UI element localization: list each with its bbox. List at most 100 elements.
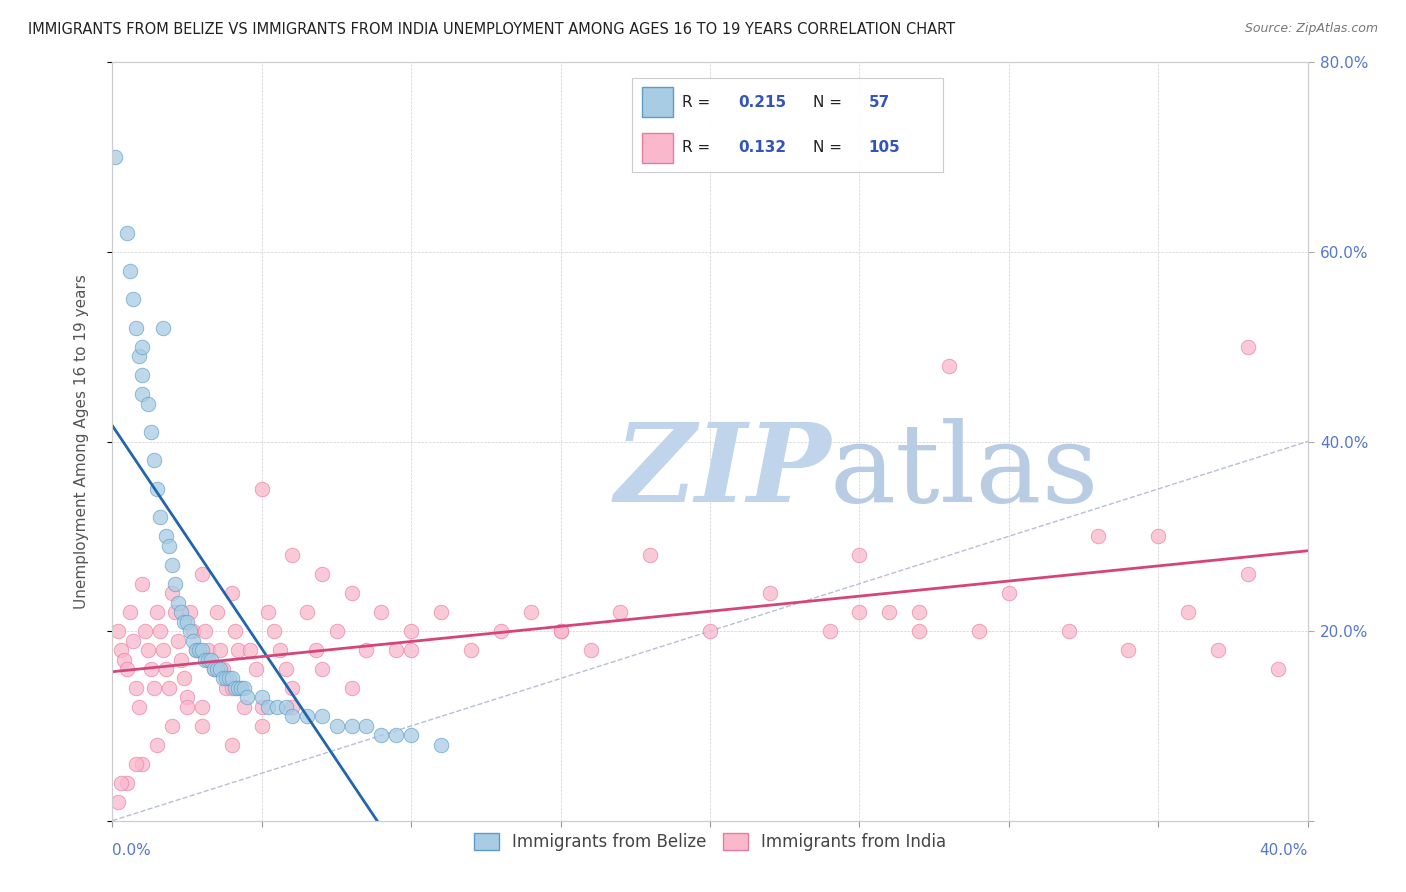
Point xyxy=(215,672,238,686)
Point xyxy=(370,728,392,742)
Point xyxy=(186,643,208,657)
Point xyxy=(167,633,190,648)
Point xyxy=(226,681,249,695)
Point xyxy=(125,320,148,334)
Point xyxy=(998,586,1021,600)
Point xyxy=(141,662,163,676)
Point xyxy=(149,510,172,524)
Point xyxy=(162,719,183,733)
Point xyxy=(125,756,148,771)
Point xyxy=(281,699,304,714)
Point xyxy=(146,738,169,752)
Point xyxy=(1237,567,1260,582)
Point xyxy=(117,226,139,240)
Point xyxy=(233,681,256,695)
Point xyxy=(117,662,139,676)
Point xyxy=(221,738,243,752)
Point xyxy=(401,624,423,639)
Point xyxy=(250,690,273,705)
Point xyxy=(218,672,240,686)
Point xyxy=(609,605,631,619)
Point xyxy=(340,681,363,695)
Point xyxy=(191,699,214,714)
Point xyxy=(117,776,139,790)
Point xyxy=(520,605,543,619)
Point xyxy=(266,699,288,714)
Point xyxy=(281,681,304,695)
Point xyxy=(274,699,297,714)
Point xyxy=(229,681,252,695)
Point xyxy=(221,672,243,686)
Point xyxy=(181,633,204,648)
Point xyxy=(699,624,721,639)
Point xyxy=(281,548,304,563)
Point xyxy=(191,643,214,657)
Point xyxy=(489,624,512,639)
Point xyxy=(107,795,129,809)
Point xyxy=(191,719,214,733)
Text: 0.0%: 0.0% xyxy=(112,844,152,858)
Point xyxy=(550,624,572,639)
Point xyxy=(239,643,262,657)
Point xyxy=(125,681,148,695)
Point xyxy=(1177,605,1199,619)
Point xyxy=(209,662,232,676)
Point xyxy=(165,576,187,591)
Text: Source: ZipAtlas.com: Source: ZipAtlas.com xyxy=(1244,22,1378,36)
Point xyxy=(120,264,142,278)
Point xyxy=(146,605,169,619)
Point xyxy=(143,681,166,695)
Point xyxy=(325,719,347,733)
Point xyxy=(157,539,180,553)
Point xyxy=(212,672,235,686)
Point xyxy=(181,624,204,639)
Point xyxy=(460,643,482,657)
Point xyxy=(134,624,156,639)
Text: IMMIGRANTS FROM BELIZE VS IMMIGRANTS FROM INDIA UNEMPLOYMENT AMONG AGES 16 TO 19: IMMIGRANTS FROM BELIZE VS IMMIGRANTS FRO… xyxy=(28,22,955,37)
Point xyxy=(155,529,177,543)
Point xyxy=(146,482,169,496)
Point xyxy=(340,719,363,733)
Point xyxy=(200,652,222,666)
Point xyxy=(202,662,225,676)
Point xyxy=(165,605,187,619)
Point xyxy=(143,453,166,467)
Point xyxy=(848,548,870,563)
Point xyxy=(122,633,145,648)
Point xyxy=(162,558,183,572)
Point xyxy=(173,615,195,629)
Point xyxy=(274,662,297,676)
Point xyxy=(138,396,160,410)
Point xyxy=(385,643,408,657)
Point xyxy=(430,605,453,619)
Point xyxy=(120,605,142,619)
Point xyxy=(209,643,232,657)
Point xyxy=(197,643,219,657)
Point xyxy=(325,624,347,639)
Point xyxy=(245,662,267,676)
Point xyxy=(131,576,153,591)
Point xyxy=(1057,624,1080,639)
Point xyxy=(194,652,217,666)
Point xyxy=(205,605,228,619)
Point xyxy=(170,605,193,619)
Point xyxy=(179,605,201,619)
Point xyxy=(848,605,870,619)
Point xyxy=(152,320,174,334)
Point xyxy=(131,756,153,771)
Point xyxy=(1206,643,1229,657)
Point xyxy=(250,482,273,496)
Point xyxy=(250,699,273,714)
Point xyxy=(224,624,246,639)
Point xyxy=(1267,662,1289,676)
Point xyxy=(131,340,153,354)
Point xyxy=(188,643,211,657)
Point xyxy=(107,624,129,639)
Point xyxy=(640,548,662,563)
Point xyxy=(340,586,363,600)
Point xyxy=(305,643,328,657)
Point xyxy=(170,652,193,666)
Text: 40.0%: 40.0% xyxy=(1260,844,1308,858)
Point xyxy=(173,672,195,686)
Point xyxy=(269,643,291,657)
